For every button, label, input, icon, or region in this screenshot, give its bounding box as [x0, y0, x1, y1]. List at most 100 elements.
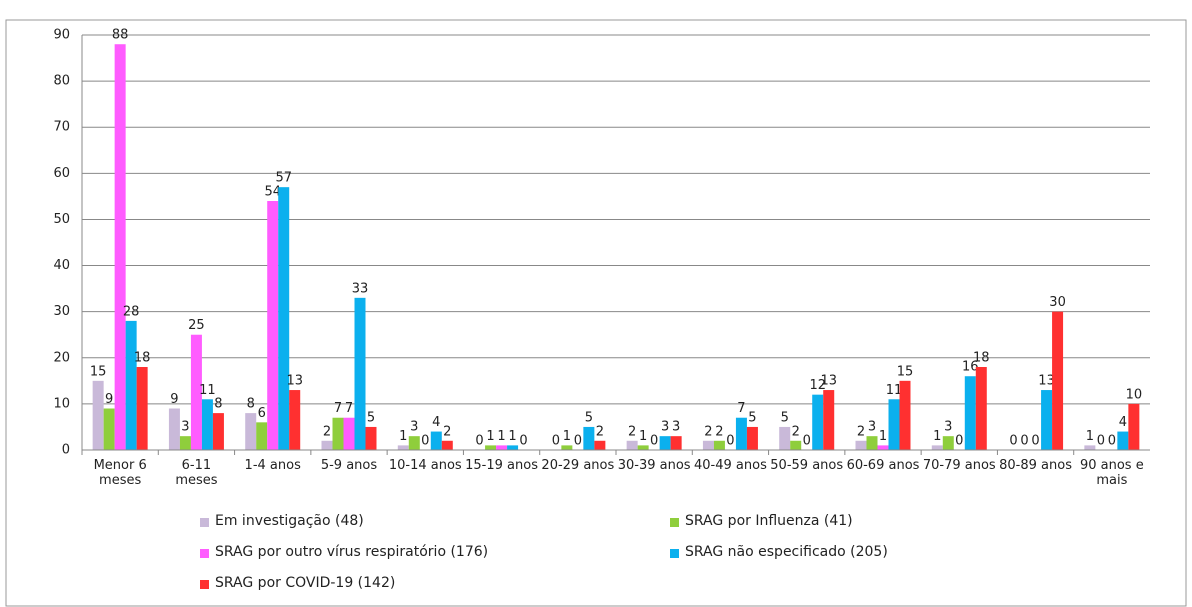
legend-swatch: [670, 518, 679, 527]
bar: [168, 408, 180, 450]
data-label: 5: [748, 410, 756, 425]
data-label: 0: [726, 434, 734, 449]
bar: [866, 436, 878, 450]
legend-swatch: [670, 549, 679, 558]
data-label: 2: [792, 424, 800, 439]
data-label: 0: [519, 434, 527, 449]
data-label: 13: [820, 374, 837, 389]
bar: [942, 436, 954, 450]
data-label: 1: [1086, 429, 1094, 444]
x-tick-label: 90 anos e mais: [1079, 458, 1144, 488]
bar: [659, 436, 671, 450]
bar: [713, 440, 725, 450]
y-tick-label: 20: [53, 350, 70, 365]
bar: [779, 426, 791, 450]
data-label: 0: [803, 434, 811, 449]
x-tick-label: 40-49 anos: [694, 458, 767, 473]
y-tick-label: 40: [53, 258, 70, 273]
data-label: 2: [704, 424, 712, 439]
bar: [278, 187, 290, 450]
data-label: 2: [323, 424, 331, 439]
x-tick-label: 10-14 anos: [388, 458, 462, 473]
data-label: 5: [781, 410, 789, 425]
bar: [332, 417, 344, 450]
bar: [408, 436, 420, 450]
data-label: 2: [715, 424, 723, 439]
data-label: 0: [552, 434, 560, 449]
y-tick-label: 0: [62, 443, 70, 458]
y-tick-label: 60: [53, 166, 70, 181]
bar: [507, 445, 519, 450]
data-label: 33: [352, 281, 369, 296]
x-tick-label: 20-29 anos: [541, 458, 615, 473]
data-label: 2: [443, 424, 451, 439]
bar: [430, 431, 442, 450]
bar: [1052, 311, 1064, 450]
chart-border: [5, 19, 1187, 607]
data-label: 12: [809, 378, 826, 393]
legend-label: SRAG por outro vírus respiratório (176): [215, 544, 489, 560]
data-label: 9: [170, 392, 178, 407]
bar: [114, 44, 126, 450]
y-tick-label: 10: [53, 396, 70, 411]
bar: [735, 417, 747, 450]
data-label: 30: [1049, 295, 1066, 310]
data-label: 5: [367, 410, 375, 425]
bar: [561, 445, 573, 450]
bar: [212, 413, 224, 450]
legend-label: SRAG por Influenza (41): [685, 513, 853, 529]
data-label: 7: [345, 401, 353, 416]
legend-swatch: [200, 580, 209, 589]
data-label: 2: [596, 424, 604, 439]
x-tick-label: 60-69 anos: [846, 458, 920, 473]
bar: [267, 201, 279, 450]
data-label: 2: [628, 424, 636, 439]
bar: [365, 426, 377, 450]
bar: [899, 380, 911, 450]
data-label: 2: [857, 424, 865, 439]
data-label: 3: [181, 420, 189, 435]
data-label: 25: [188, 318, 205, 333]
bar: [626, 440, 638, 450]
legend-swatch: [200, 518, 209, 527]
y-tick-label: 50: [53, 212, 70, 227]
data-label: 0: [1108, 434, 1116, 449]
legend-label: Em investigação (48): [215, 513, 364, 529]
x-tick-label: 70-79 anos: [922, 458, 996, 473]
data-label: 0: [955, 434, 963, 449]
data-label: 11: [199, 383, 216, 398]
bar: [92, 380, 104, 450]
x-tick-label: 15-19 anos: [465, 458, 538, 473]
data-label: 8: [214, 397, 222, 412]
bar: [397, 445, 409, 450]
bar: [637, 445, 649, 450]
data-label: 4: [432, 415, 440, 430]
bar: [702, 440, 714, 450]
data-label: 16: [962, 360, 979, 375]
x-tick-label: 5-9 anos: [320, 458, 378, 473]
data-label: 3: [868, 420, 876, 435]
data-label: 11: [886, 383, 903, 398]
y-tick-label: 70: [53, 120, 70, 135]
bar: [245, 413, 257, 450]
x-tick-label: 80-89 anos: [999, 458, 1072, 473]
bar: [931, 445, 943, 450]
data-label: 28: [123, 304, 140, 319]
data-label: 7: [737, 401, 745, 416]
bar: [496, 445, 508, 450]
data-label: 1: [508, 429, 516, 444]
data-label: 13: [286, 374, 303, 389]
bar: [964, 376, 976, 450]
data-label: 4: [1119, 415, 1127, 430]
data-label: 0: [574, 434, 582, 449]
bar: [594, 440, 606, 450]
bar: [888, 399, 900, 450]
data-label: 0: [421, 434, 429, 449]
data-label: 54: [264, 185, 281, 200]
data-label: 18: [134, 351, 151, 366]
data-label: 0: [1097, 434, 1105, 449]
data-label: 0: [650, 434, 658, 449]
data-label: 57: [275, 171, 292, 186]
data-label: 0: [1031, 434, 1039, 449]
